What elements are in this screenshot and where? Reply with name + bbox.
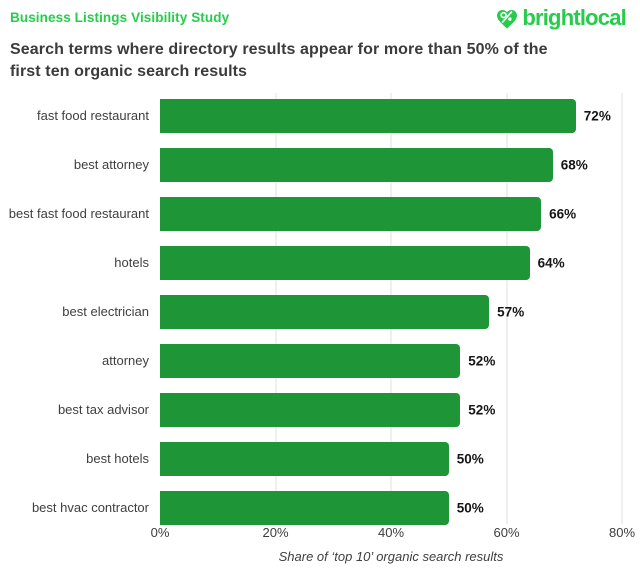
bar: 50% xyxy=(160,441,484,476)
x-axis-ticks: 0% 20% 40% 60% 80% xyxy=(151,525,635,543)
x-tick-20%: 20% xyxy=(262,525,289,540)
category-label: best fast food restaurant xyxy=(8,205,149,221)
bar-cell: 50% xyxy=(160,441,640,476)
value-label: 64% xyxy=(537,255,565,270)
bar-chart: fast food restaurant 72% best attorney 68% b… xyxy=(0,91,640,569)
bar: 50% xyxy=(160,490,484,525)
category-label: attorney xyxy=(102,352,149,368)
bar-cell: 72% xyxy=(160,98,640,133)
brightlocal-logo: brightlocal xyxy=(495,5,627,31)
bar-row: best tax advisor 52% xyxy=(0,385,640,434)
bar: 72% xyxy=(160,98,611,133)
bar-row: best attorney 68% xyxy=(0,140,640,189)
bar-cell: 64% xyxy=(160,245,640,280)
value-label: 57% xyxy=(497,304,525,319)
value-label: 52% xyxy=(468,353,496,368)
bar: 64% xyxy=(160,245,565,280)
value-label: 68% xyxy=(560,157,588,172)
category-label: best electrician xyxy=(62,303,149,319)
x-tick-40%: 40% xyxy=(377,525,405,540)
bar-cell: 57% xyxy=(160,294,640,329)
x-tick-60%: 60% xyxy=(493,525,520,540)
bar: 52% xyxy=(160,392,495,427)
chart-title: Search terms where directory results app… xyxy=(10,39,630,83)
bar-row: best hotels 50% xyxy=(0,434,640,483)
category-label: best hvac contractor xyxy=(31,499,149,515)
x-axis-label: Share of ‘top 10’ organic search results xyxy=(278,549,504,564)
chart-title-line-1: Search terms where directory results app… xyxy=(10,41,548,58)
category-label: hotels xyxy=(114,254,149,270)
bar-rows: fast food restaurant 72% best attorney 68% b… xyxy=(0,91,640,532)
bar-row: attorney 52% xyxy=(0,336,640,385)
bar-row: hotels 64% xyxy=(0,238,640,287)
value-label: 52% xyxy=(468,402,496,417)
bar-row: best hvac contractor 50% xyxy=(0,483,640,532)
category-label: best tax advisor xyxy=(57,401,149,417)
bar-cell: 50% xyxy=(160,490,640,525)
gridline-60 xyxy=(505,93,508,524)
percent-pin-icon xyxy=(495,6,519,31)
bar: 57% xyxy=(160,294,524,329)
value-label: 50% xyxy=(456,451,484,466)
bar-cell: 52% xyxy=(160,343,640,378)
bar-cell: 66% xyxy=(160,196,640,231)
value-label: 72% xyxy=(583,108,611,123)
category-label: fast food restaurant xyxy=(36,107,149,123)
value-label: 66% xyxy=(549,206,577,221)
value-label: 50% xyxy=(456,500,484,515)
brand-wordmark: brightlocal xyxy=(522,5,626,30)
bar-row: fast food restaurant 72% xyxy=(0,91,640,140)
category-label: best hotels xyxy=(86,450,149,466)
chart-title-line-2: first ten organic search results xyxy=(10,63,248,80)
bar: 66% xyxy=(160,196,576,231)
category-label: best attorney xyxy=(73,156,149,172)
bar-row: best electrician 57% xyxy=(0,287,640,336)
bar-row: best fast food restaurant 66% xyxy=(0,189,640,238)
x-tick-0%: 0% xyxy=(150,525,170,540)
bar: 52% xyxy=(160,343,495,378)
bar-cell: 52% xyxy=(160,392,640,427)
study-label: Business Listings Visibility Study xyxy=(10,10,230,25)
x-tick-80%: 80% xyxy=(608,525,636,540)
gridline-80 xyxy=(621,93,623,524)
bar: 68% xyxy=(160,147,588,182)
bar-cell: 68% xyxy=(160,147,640,182)
